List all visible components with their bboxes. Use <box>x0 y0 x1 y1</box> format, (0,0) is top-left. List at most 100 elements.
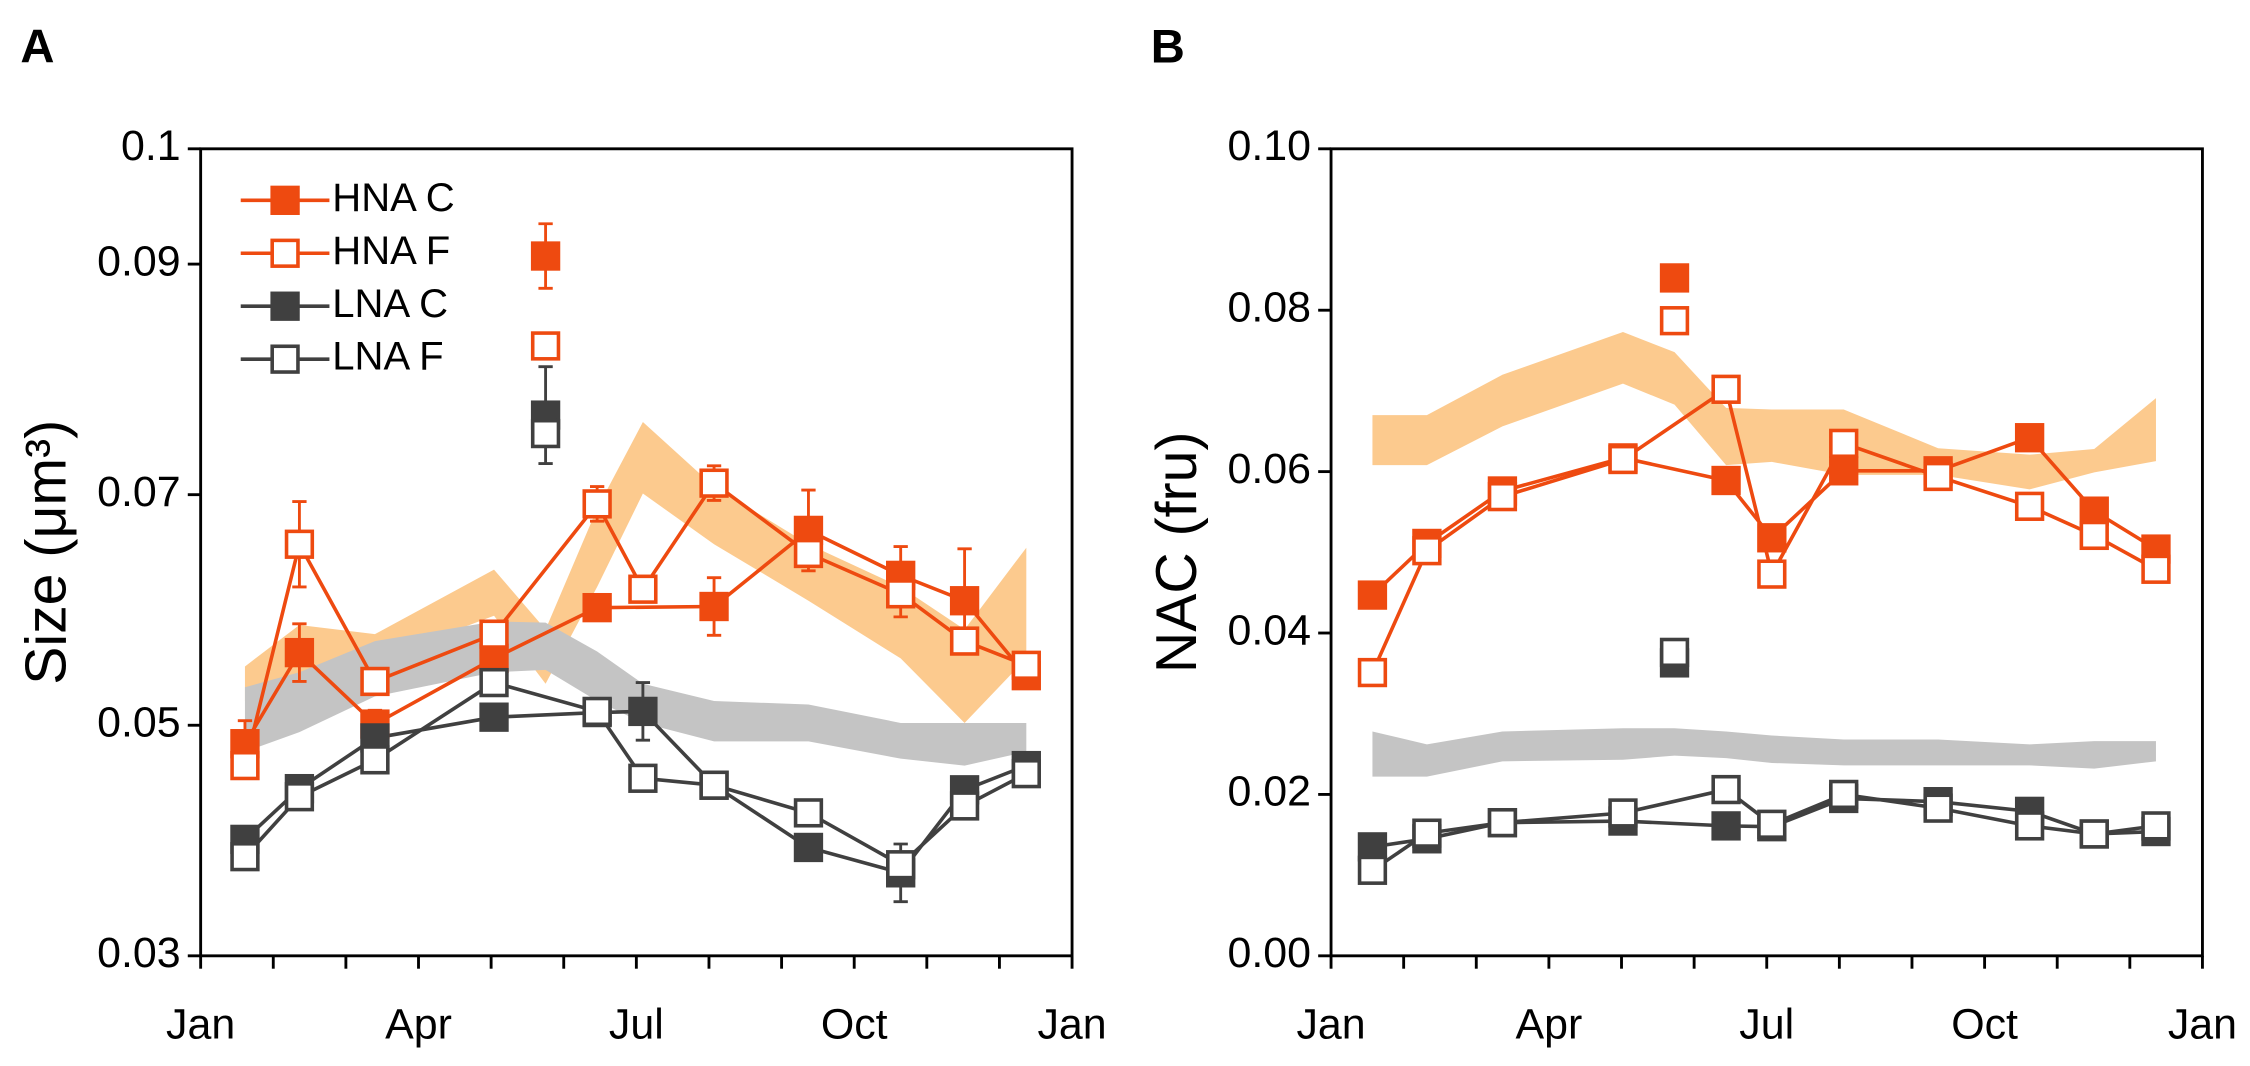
marker <box>1011 650 1041 680</box>
marker <box>1357 855 1388 885</box>
marker <box>230 842 260 872</box>
marker <box>2079 819 2109 849</box>
marker <box>949 586 980 616</box>
marker <box>886 579 916 609</box>
marker <box>886 850 916 880</box>
marker <box>793 798 824 828</box>
x-tick-label: Jul <box>609 1001 664 1049</box>
marker <box>699 468 729 498</box>
marker <box>1711 465 1741 496</box>
marker <box>1923 793 1953 823</box>
marker <box>1412 818 1442 848</box>
marker <box>2014 811 2045 841</box>
y-tick-label: 0.04 <box>1227 606 1311 654</box>
marker <box>949 791 980 821</box>
marker <box>1357 580 1388 610</box>
y-tick-label: 0.00 <box>1227 929 1311 977</box>
marker <box>1711 374 1741 404</box>
outlier-marker <box>1659 263 1690 293</box>
range-band <box>244 422 1027 723</box>
y-tick-label: 0.10 <box>1227 122 1311 170</box>
marker <box>699 591 729 622</box>
range-band <box>244 621 1027 766</box>
marker <box>1757 809 1787 839</box>
marker <box>1011 759 1041 789</box>
y-tick-label: 0.08 <box>1227 284 1311 332</box>
marker <box>1829 428 1859 459</box>
marker <box>360 745 390 775</box>
x-tick-label: Oct <box>821 1001 888 1049</box>
legend-marker <box>270 185 300 215</box>
marker <box>1829 456 1859 486</box>
outlier-marker <box>1659 637 1690 668</box>
marker <box>2079 520 2109 551</box>
series-line <box>243 528 1028 745</box>
marker <box>479 702 509 732</box>
marker <box>628 574 658 604</box>
legend-label: LNA F <box>332 335 443 379</box>
x-tick-label: Jul <box>1739 1001 1794 1049</box>
outlier-marker <box>530 331 561 361</box>
marker <box>793 538 824 569</box>
outlier-marker <box>530 418 561 449</box>
marker <box>1487 481 1518 512</box>
marker <box>360 666 390 697</box>
marker <box>699 770 729 800</box>
marker <box>2141 554 2171 584</box>
legend-label: LNA C <box>332 282 448 326</box>
x-tick-label: Apr <box>1516 1001 1583 1049</box>
legend-marker <box>270 238 300 268</box>
marker <box>479 667 509 698</box>
panel-label: B <box>1151 21 1185 74</box>
marker <box>1487 807 1518 838</box>
marker <box>793 832 824 863</box>
marker <box>2141 811 2171 841</box>
range-band <box>1372 728 2156 777</box>
y-tick-label: 0.05 <box>97 699 181 747</box>
x-tick-label: Jan <box>1037 1001 1106 1049</box>
range-band <box>1372 332 2156 490</box>
x-tick-label: Jan <box>1296 1001 1365 1049</box>
marker <box>1412 536 1442 566</box>
marker <box>284 637 315 668</box>
marker <box>1608 798 1638 828</box>
marker <box>284 529 315 559</box>
outlier-marker <box>530 241 561 271</box>
panel-label: A <box>20 21 54 74</box>
x-tick-label: Apr <box>385 1001 452 1049</box>
marker <box>1357 657 1388 688</box>
marker <box>628 696 658 727</box>
marker <box>1829 779 1859 810</box>
y-axis-label: NAC (fru) <box>1145 432 1209 674</box>
marker <box>628 763 658 793</box>
marker <box>2014 423 2045 453</box>
marker <box>2079 496 2109 526</box>
marker <box>1757 559 1787 589</box>
x-tick-label: Jan <box>166 1001 235 1049</box>
marker <box>284 782 315 812</box>
marker <box>1757 523 1787 553</box>
marker <box>582 489 612 519</box>
legend-label: HNA F <box>332 229 450 273</box>
y-tick-label: 0.09 <box>97 237 181 285</box>
x-tick-label: Oct <box>1951 1001 2018 1049</box>
marker <box>479 619 509 649</box>
y-tick-label: 0.06 <box>1227 445 1311 493</box>
marker <box>230 750 260 781</box>
y-axis-label: Size (μm³) <box>15 420 79 685</box>
marker <box>1711 811 1741 841</box>
marker <box>2014 491 2045 521</box>
marker <box>1923 461 1953 492</box>
legend-label: HNA C <box>332 176 454 220</box>
y-tick-label: 0.02 <box>1227 768 1311 816</box>
marker <box>479 643 509 674</box>
x-tick-label: Jan <box>2168 1001 2237 1049</box>
outlier-marker <box>1659 306 1690 336</box>
marker <box>582 592 612 623</box>
marker <box>582 696 612 727</box>
y-tick-label: 0.07 <box>97 468 181 516</box>
legend-marker <box>270 291 300 321</box>
y-tick-label: 0.03 <box>97 929 181 977</box>
